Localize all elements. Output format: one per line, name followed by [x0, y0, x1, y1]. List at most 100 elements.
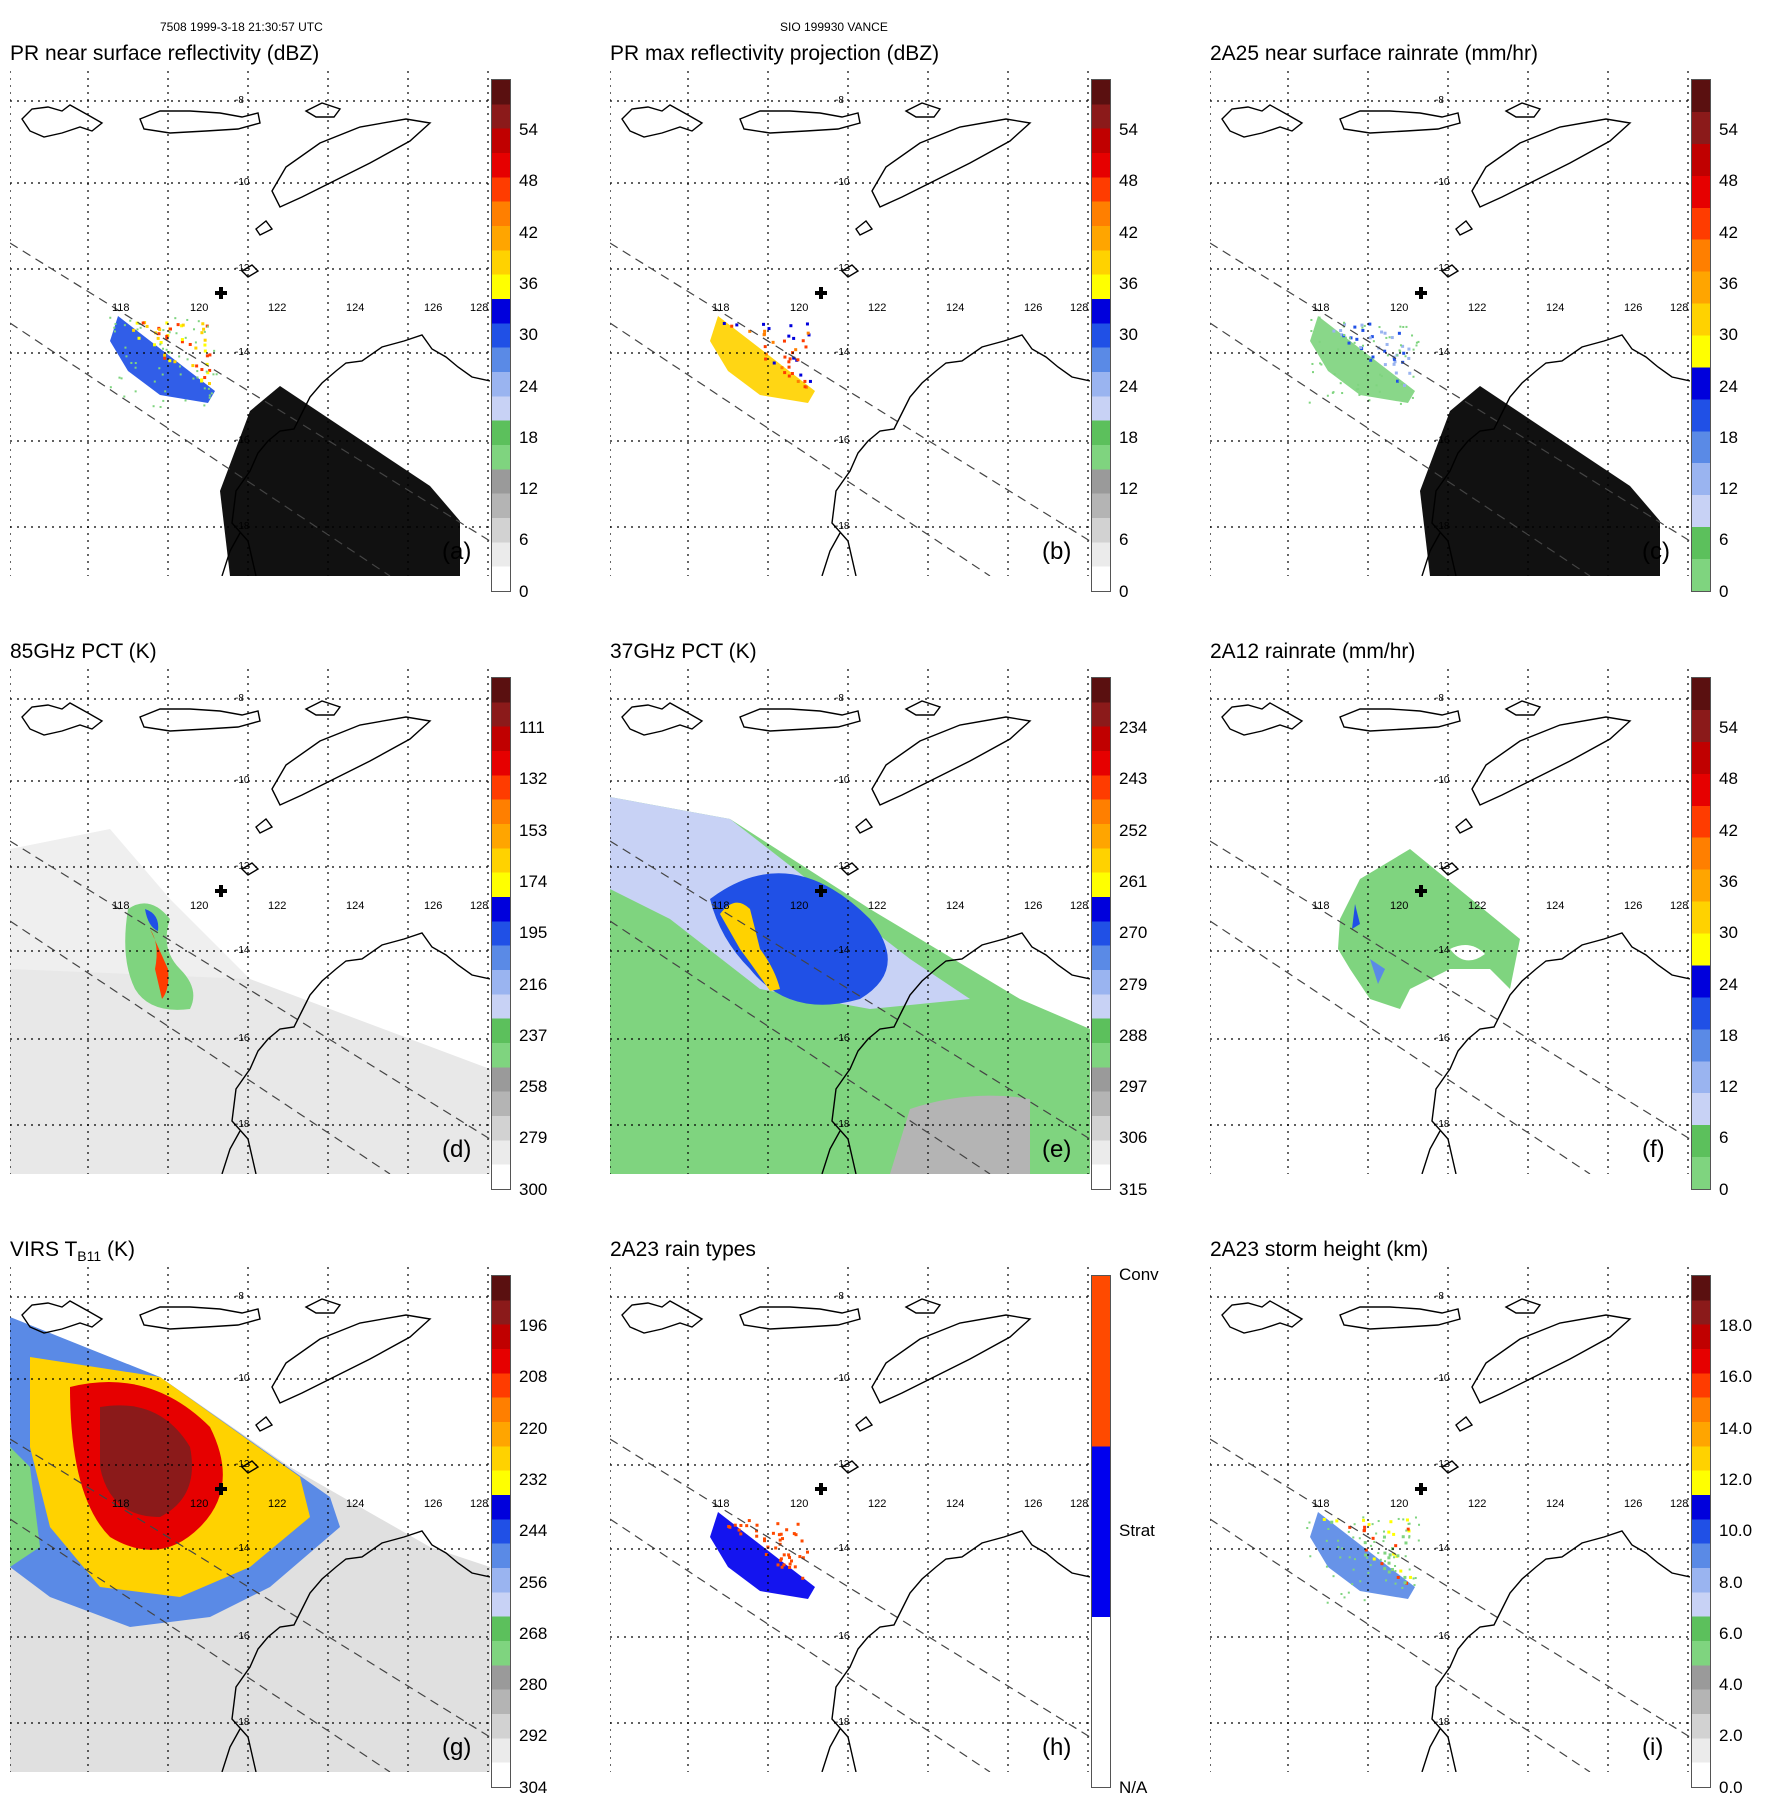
colorbar-tick-label: 42 — [519, 222, 538, 242]
colorbar-tick-label: 2.0 — [1719, 1726, 1743, 1746]
lat-label: -10 — [835, 177, 850, 188]
colorbar-tick-label: 0.0 — [1719, 1777, 1743, 1797]
storm-center-marker — [1415, 1483, 1427, 1495]
colorbar-tick-label: 36 — [1719, 871, 1738, 891]
lon-label: 122 — [868, 1498, 886, 1510]
panel-title: VIRS TB11 (K) — [10, 1238, 135, 1264]
colorbar-tick-label: 6 — [1119, 530, 1129, 550]
lat-label: -12 — [835, 861, 850, 872]
colorbar-tick-label: 16.0 — [1719, 1367, 1753, 1387]
lat-label: -8 — [835, 693, 844, 704]
lon-label: 118 — [712, 1498, 730, 1510]
panel-g: 118 120 122 124 126 128 -8 -10 -12 -14 -16 -18 VIRS … — [0, 1234, 547, 1814]
panel-title-units: (K) — [101, 1238, 135, 1261]
colorbar-tick-label: 6 — [1719, 530, 1729, 550]
panel-letter: (f) — [1642, 1136, 1665, 1163]
lat-label: -8 — [1435, 693, 1444, 704]
lon-label: 128 — [1670, 302, 1688, 314]
colorbar — [1691, 677, 1711, 1190]
panel-e: 118 120 122 124 126 128 -8 -10 -12 -14 -16 -18 37GHz… — [600, 636, 1147, 1216]
colorbar-tick-label: 54 — [1719, 718, 1738, 737]
colorbar-tick-label: 111 — [519, 718, 545, 737]
lat-label: -8 — [835, 95, 844, 106]
colorbar-tick-label: 195 — [519, 923, 548, 943]
map-d: 118 120 122 124 126 128 -8 -10 -12 -14 -16 -18 — [10, 669, 490, 1174]
colorbar-tick-label: 268 — [519, 1623, 548, 1643]
lon-label: 128 — [1070, 302, 1088, 314]
lon-label: 126 — [1624, 1498, 1642, 1510]
colorbar-tick-label: 42 — [1719, 222, 1738, 242]
lon-label: 128 — [1670, 1498, 1688, 1510]
lon-label: 124 — [346, 1498, 364, 1510]
colorbar-tick-label: Conv — [1119, 1265, 1159, 1284]
lon-label: 118 — [112, 900, 130, 912]
lon-label: 122 — [268, 900, 286, 912]
swath-edges — [10, 1438, 490, 1772]
lon-label: 124 — [346, 302, 364, 314]
storm-center-marker — [215, 1483, 227, 1495]
lat-label: -12 — [235, 1459, 250, 1470]
lat-label: -16 — [1435, 435, 1450, 446]
colorbar-tick-label: 12 — [1119, 479, 1138, 499]
storm-center-marker — [215, 287, 227, 299]
swath-edges — [610, 242, 1090, 576]
lat-label: -18 — [1435, 1119, 1450, 1130]
lat-label: -18 — [235, 521, 250, 532]
panel-letter: (c) — [1642, 538, 1670, 565]
storm-center-marker — [815, 1483, 827, 1495]
lat-label: -8 — [835, 1291, 844, 1302]
graticule — [10, 1267, 490, 1772]
panel-title-text: 2A23 storm height (km) — [1210, 1238, 1429, 1261]
lon-label: 128 — [470, 302, 488, 314]
lon-label: 120 — [1390, 302, 1408, 314]
lat-label: -10 — [1435, 1373, 1450, 1384]
colorbar-tick-label: 6 — [1719, 1128, 1729, 1148]
lat-label: -14 — [235, 1543, 250, 1554]
lon-label: 120 — [190, 302, 208, 314]
colorbar-tick-label: 12 — [519, 479, 538, 499]
colorbar-tick-label: 279 — [1119, 974, 1148, 994]
colorbar-tick-label: 36 — [1119, 273, 1138, 293]
storm-center-marker — [215, 885, 227, 897]
colorbar-tick-label: 258 — [519, 1077, 548, 1097]
colorbar-tick-label: 243 — [1119, 769, 1148, 789]
colorbar-tick-label: 232 — [519, 1469, 548, 1489]
lat-label: -14 — [835, 1543, 850, 1554]
coordinate-labels: 118 120 122 124 126 128 -8 -10 -12 -14 -16 -18 — [712, 1291, 1088, 1728]
colorbar-tick-label: 0 — [519, 581, 529, 601]
colorbar-tick-label: 48 — [519, 171, 538, 191]
panel-title: 2A12 rainrate (mm/hr) — [1210, 640, 1415, 664]
coastline — [1221, 1298, 1690, 1772]
lon-label: 126 — [1624, 302, 1642, 314]
swath-edges — [10, 242, 490, 576]
lon-label: 118 — [1312, 900, 1330, 912]
coastline — [1221, 700, 1690, 1174]
map-e: 118 120 122 124 126 128 -8 -10 -12 -14 -16 -18 — [610, 669, 1090, 1174]
lat-label: -12 — [1435, 861, 1450, 872]
graticule — [1210, 1267, 1690, 1772]
coastline — [621, 102, 1090, 576]
graticule — [610, 71, 1090, 576]
colorbar-tick-label: 24 — [519, 376, 538, 396]
lat-label: -14 — [835, 347, 850, 358]
lon-label: 126 — [1024, 900, 1042, 912]
panel-letter: (h) — [1042, 1734, 1072, 1761]
colorbar-tick-label: 256 — [519, 1572, 548, 1592]
coastline — [21, 1298, 490, 1772]
lon-label: 122 — [1468, 1498, 1486, 1510]
coordinate-labels: 118 120 122 124 126 128 -8 -10 -12 -14 -16 -18 — [112, 693, 488, 1130]
lon-label: 122 — [268, 1498, 286, 1510]
lon-label: 118 — [1312, 1498, 1330, 1510]
colorbar-tick-label: 297 — [1119, 1077, 1148, 1097]
data-field — [1306, 1512, 1421, 1604]
panel-letter: (d) — [442, 1136, 472, 1163]
lon-label: 124 — [946, 302, 964, 314]
colorbar-tick-label: 30 — [1119, 325, 1138, 345]
lat-label: -16 — [835, 1631, 850, 1642]
colorbar-tick-label: 252 — [1119, 820, 1148, 840]
lon-label: 126 — [1024, 302, 1042, 314]
lat-label: -18 — [235, 1717, 250, 1728]
panel-title: 2A25 near surface rainrate (mm/hr) — [1210, 42, 1538, 66]
colorbar-tick-label: 153 — [519, 820, 548, 840]
lon-label: 118 — [112, 302, 130, 314]
